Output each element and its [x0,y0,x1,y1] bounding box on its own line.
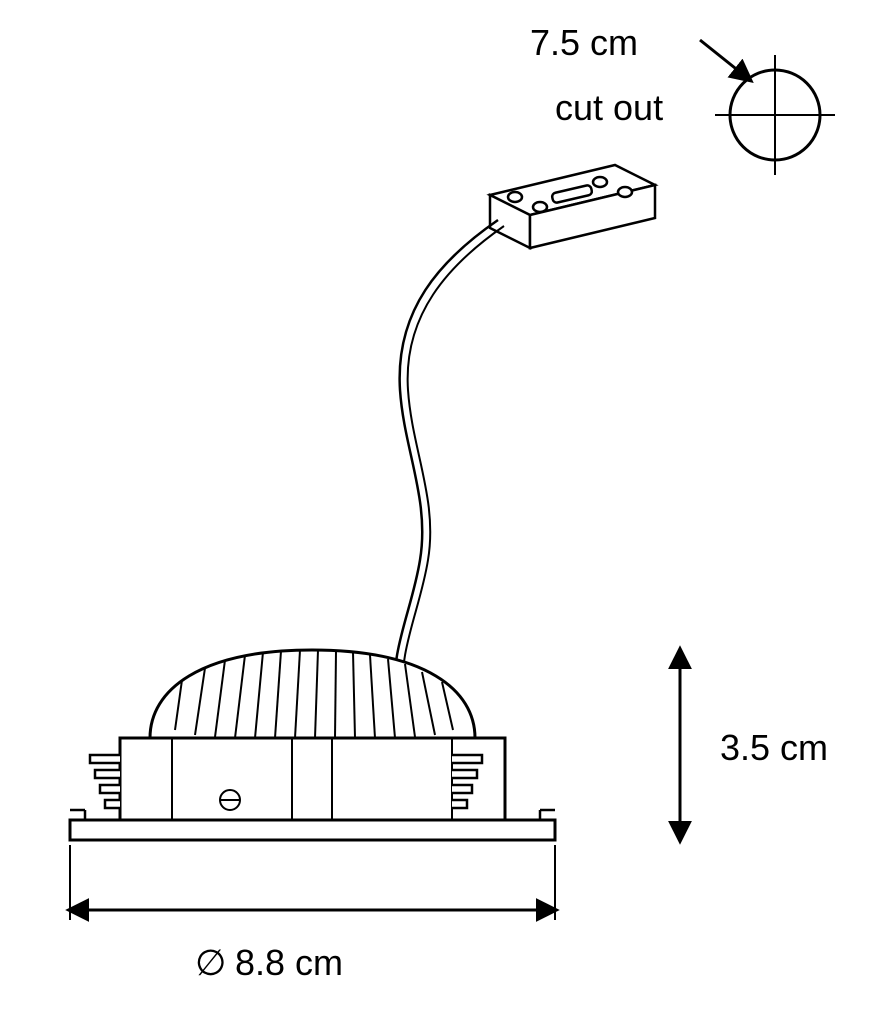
cutout-text-label: cut out [555,87,663,128]
fixture [70,650,555,840]
diameter-symbol: ∅ [195,942,226,983]
cutout-value-label: 7.5 cm [530,22,638,63]
wire [394,220,498,740]
height-value-label: 3.5 cm [720,727,828,768]
cutout-arrow [700,40,750,80]
connector-box [490,165,655,248]
width-value-label: 8.8 cm [235,942,343,983]
